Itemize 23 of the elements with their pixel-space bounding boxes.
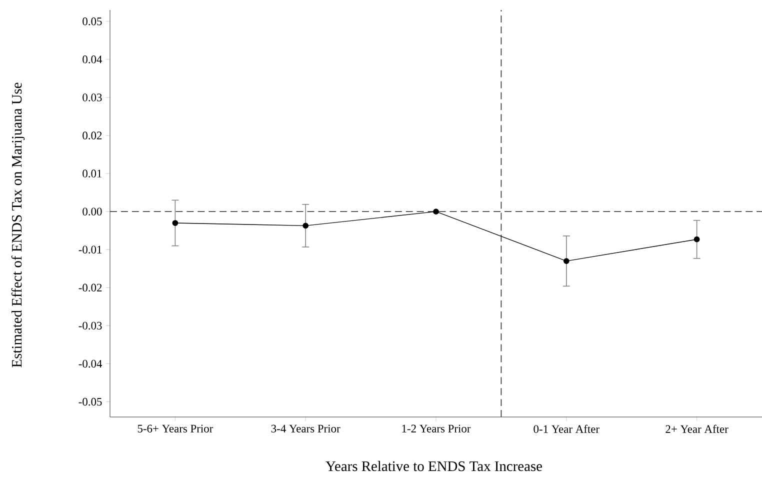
x-tick-label: 5-6+ Years Prior — [138, 424, 214, 432]
y-tick-label: -0.04 — [78, 360, 102, 368]
y-tick-label: 0.02 — [82, 132, 102, 140]
y-tick-label: 0.00 — [82, 208, 102, 216]
x-tick-label: 1-2 Years Prior — [402, 424, 471, 432]
x-tick-label: 3-4 Years Prior — [271, 424, 340, 432]
point — [302, 222, 309, 229]
point — [433, 208, 439, 215]
y-tick-label: 0.01 — [82, 170, 102, 178]
y-tick-label: 0.04 — [82, 56, 102, 64]
point — [172, 220, 178, 226]
y-tick-label: -0.03 — [78, 322, 102, 330]
point — [563, 258, 570, 264]
y-tick-label: -0.02 — [78, 284, 102, 292]
x-tick-label: 0-1 Year After — [534, 424, 600, 433]
y-tick-label: -0.01 — [78, 246, 102, 254]
x-axis-title: Years Relative to ENDS Tax Increase — [326, 460, 542, 472]
y-tick-label: -0.05 — [78, 398, 102, 406]
point — [694, 236, 700, 242]
y-tick-label: 0.05 — [82, 18, 102, 26]
x-tick-label: 2+ Year After — [666, 424, 728, 433]
y-tick-label: 0.03 — [82, 94, 102, 102]
y-axis-title: Estimated Effect of ENDS Tax on Marijuana Use — [11, 82, 25, 368]
